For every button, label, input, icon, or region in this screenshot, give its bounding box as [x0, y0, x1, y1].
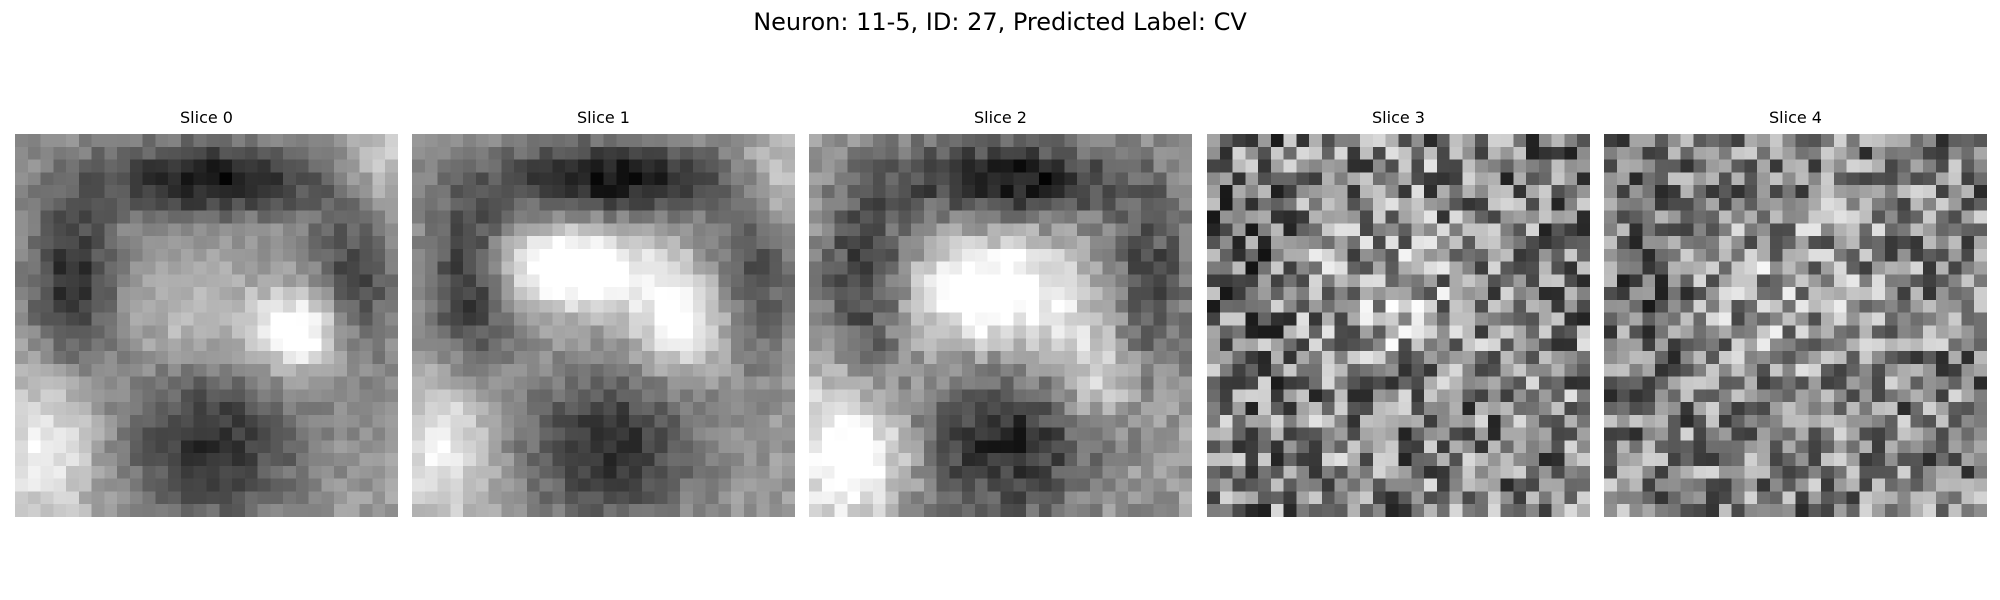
slice-image	[15, 134, 398, 517]
slice-title: Slice 3	[1372, 108, 1425, 127]
slice-title: Slice 4	[1769, 108, 1822, 127]
slice-title: Slice 2	[974, 108, 1027, 127]
slice-title: Slice 1	[577, 108, 630, 127]
figure-title: Neuron: 11-5, ID: 27, Predicted Label: C…	[753, 8, 1247, 36]
slice-image	[809, 134, 1192, 517]
slice-image	[1207, 134, 1590, 517]
slice-image	[1604, 134, 1987, 517]
slice-title: Slice 0	[180, 108, 233, 127]
slice-image	[412, 134, 795, 517]
